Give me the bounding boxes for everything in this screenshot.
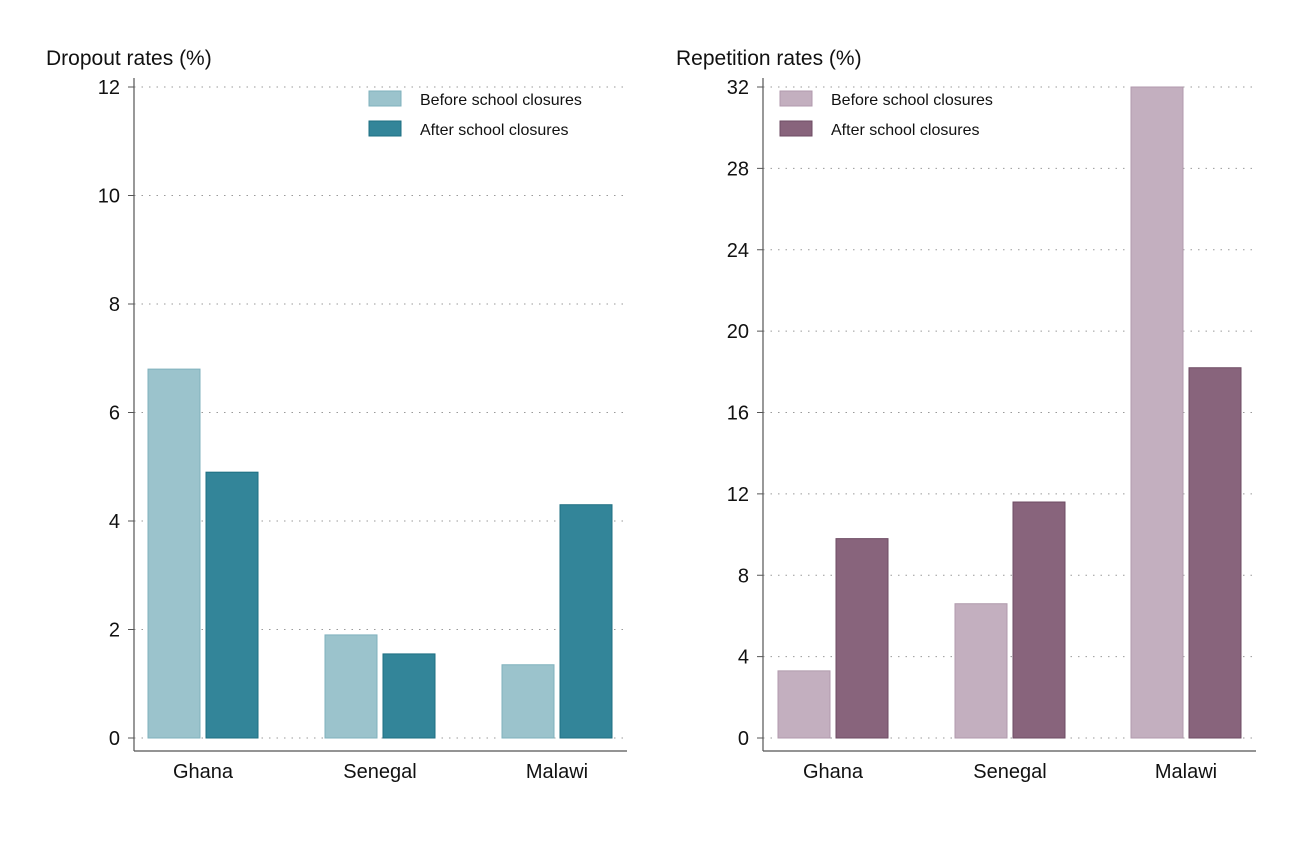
dropout-y-tick-label: 4: [109, 511, 120, 533]
repetition-y-tick-label: 16: [727, 403, 749, 425]
repetition-chart-title: Repetition rates (%): [676, 47, 862, 70]
dropout-rates-panel: Dropout rates (%) 0 2 4 6 8 10 12 Ghana Senegal Ma…: [46, 47, 627, 783]
repetition-y-tick-label: 28: [727, 158, 749, 180]
repetition-x-category-label: Senegal: [973, 761, 1046, 783]
repetition-legend-label-before: Before school closures: [831, 92, 993, 109]
dropout-bar-senegal-after: [382, 653, 436, 739]
dropout-bar-malawi-before: [501, 664, 555, 739]
repetition-x-category-label: Malawi: [1155, 761, 1217, 783]
repetition-y-tick-label: 12: [727, 484, 749, 506]
repetition-y-tick-label: 0: [738, 728, 749, 750]
repetition-bar-malawi-before: [1130, 86, 1184, 739]
dropout-y-tick-label: 10: [98, 186, 120, 208]
repetition-y-tick-label: 20: [727, 321, 749, 343]
repetition-bar-ghana-after: [835, 538, 889, 739]
repetition-rates-panel: Repetition rates (%) 0 4 8 12 16 20 24 28 32 Ghana…: [676, 47, 1256, 783]
dropout-legend-swatch-after: [368, 120, 402, 137]
dropout-bar-malawi-after: [559, 504, 613, 739]
repetition-bar-malawi-after: [1188, 367, 1242, 739]
dropout-legend-label-after: After school closures: [420, 122, 569, 139]
dropout-legend-label-before: Before school closures: [420, 92, 582, 109]
repetition-x-category-label: Ghana: [803, 761, 864, 783]
dropout-y-tick-label: 12: [98, 77, 120, 99]
dropout-x-category-label: Malawi: [526, 761, 588, 783]
repetition-y-tick-label: 4: [738, 647, 749, 669]
dropout-y-tick-label: 0: [109, 728, 120, 750]
dropout-y-tick-label: 8: [109, 294, 120, 316]
dropout-y-tick-label: 6: [109, 403, 120, 425]
dropout-legend-swatch-before: [368, 90, 402, 107]
repetition-y-tick-label: 24: [727, 240, 749, 262]
dropout-bar-senegal-before: [324, 634, 378, 739]
dropout-y-tick-label: 2: [109, 620, 120, 642]
repetition-legend-swatch-after: [779, 120, 813, 137]
dropout-bar-ghana-after: [205, 471, 259, 739]
repetition-y-tick-label: 32: [727, 77, 749, 99]
repetition-bar-ghana-before: [777, 670, 831, 739]
repetition-y-tick-label: 8: [738, 565, 749, 587]
repetition-legend-swatch-before: [779, 90, 813, 107]
dropout-x-category-label: Senegal: [343, 761, 416, 783]
dropout-bar-ghana-before: [147, 368, 201, 739]
repetition-bar-senegal-after: [1012, 501, 1066, 739]
dropout-x-category-label: Ghana: [173, 761, 234, 783]
repetition-bar-senegal-before: [954, 603, 1008, 739]
repetition-legend-label-after: After school closures: [831, 122, 980, 139]
dropout-chart-title: Dropout rates (%): [46, 47, 212, 70]
